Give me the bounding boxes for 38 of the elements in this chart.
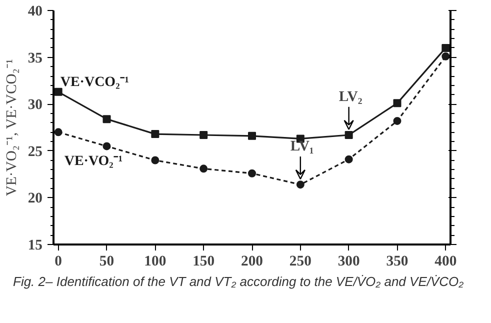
x-tick-label: 100 [144, 254, 166, 270]
x-tick-label: 0 [54, 254, 62, 270]
point [248, 132, 256, 140]
point [248, 169, 256, 178]
series-label: VE·VCO₂⁻¹ [60, 74, 129, 90]
x-tick-label: 350 [386, 254, 408, 270]
point [344, 130, 353, 139]
y-axis-title: VE·VO₂⁻¹, VE·VCO₂⁻¹ [4, 59, 20, 196]
point [200, 164, 208, 173]
x-tick-label: 300 [338, 254, 360, 270]
point [393, 99, 402, 108]
point [200, 130, 208, 139]
y-tick-label: 35 [28, 50, 42, 66]
y-tick-label: 15 [28, 238, 42, 254]
series-label: VE·VO₂⁻¹ [64, 154, 123, 170]
x-tick-label: 400 [434, 254, 457, 270]
annotation: LV₁ [290, 138, 314, 155]
y-tick-label: 30 [28, 97, 42, 114]
x-tick-label: 50 [99, 254, 114, 270]
point [151, 130, 160, 138]
y-tick-label: 20 [28, 190, 42, 207]
point [102, 142, 111, 150]
y-tick-label: 40 [28, 4, 42, 20]
point [54, 88, 62, 96]
point [393, 116, 402, 125]
point [102, 115, 111, 124]
point [442, 44, 450, 52]
point [296, 180, 304, 189]
annotation: LV₂ [338, 88, 363, 105]
y-tick-label: 25 [28, 144, 42, 160]
point [344, 155, 353, 164]
point [54, 128, 62, 136]
caption: Fig. 2– Identification of the VT and VT₂ according to the VE/V̇O₂ and VE/V̇CO₂ [13, 273, 464, 291]
x-tick-label: 200 [241, 254, 263, 270]
x-tick-label: 250 [289, 254, 312, 270]
x-tick-label: 150 [192, 254, 215, 270]
point [151, 156, 160, 164]
point [442, 52, 450, 60]
